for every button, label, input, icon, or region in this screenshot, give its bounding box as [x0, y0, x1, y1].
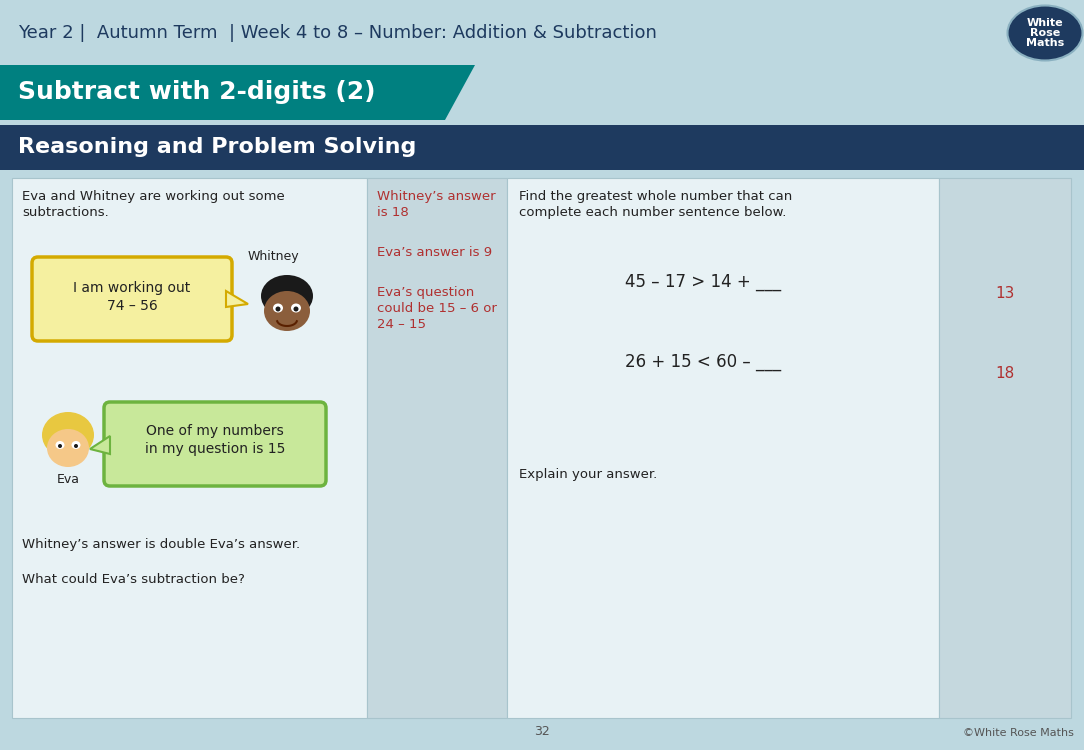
Text: White: White [1027, 18, 1063, 28]
Text: Rose: Rose [1030, 28, 1060, 38]
FancyBboxPatch shape [12, 178, 367, 718]
Text: Whitney: Whitney [248, 250, 299, 263]
Text: 26 + 15 < 60 – ___: 26 + 15 < 60 – ___ [625, 353, 782, 371]
Text: is 18: is 18 [377, 206, 409, 219]
Text: Subtract with 2-digits (2): Subtract with 2-digits (2) [18, 80, 375, 104]
Text: What could Eva’s subtraction be?: What could Eva’s subtraction be? [22, 573, 245, 586]
Text: Year 2 |  Autumn Term  | Week 4 to 8 – Number: Addition & Subtraction: Year 2 | Autumn Term | Week 4 to 8 – Num… [18, 24, 657, 42]
Ellipse shape [55, 441, 65, 449]
FancyBboxPatch shape [939, 178, 1071, 718]
Text: Whitney’s answer: Whitney’s answer [377, 190, 495, 203]
Ellipse shape [59, 444, 62, 448]
Text: Eva’s question: Eva’s question [377, 286, 475, 299]
Text: 13: 13 [995, 286, 1015, 301]
Text: could be 15 – 6 or: could be 15 – 6 or [377, 302, 496, 315]
Text: 32: 32 [534, 725, 550, 738]
Text: I am working out: I am working out [74, 281, 191, 295]
Text: ©White Rose Maths: ©White Rose Maths [963, 728, 1074, 738]
Text: Find the greatest whole number that can: Find the greatest whole number that can [519, 190, 792, 203]
Text: 18: 18 [995, 366, 1015, 381]
Text: Eva’s answer is 9: Eva’s answer is 9 [377, 246, 492, 259]
FancyBboxPatch shape [367, 178, 507, 718]
Text: 24 – 15: 24 – 15 [377, 318, 426, 331]
FancyBboxPatch shape [507, 178, 939, 718]
Ellipse shape [264, 291, 310, 331]
FancyBboxPatch shape [0, 0, 1084, 65]
Text: in my question is 15: in my question is 15 [145, 442, 285, 456]
Polygon shape [225, 291, 248, 307]
Text: Reasoning and Problem Solving: Reasoning and Problem Solving [18, 137, 416, 157]
Ellipse shape [275, 307, 281, 311]
Ellipse shape [42, 412, 94, 458]
Ellipse shape [1007, 5, 1083, 61]
Ellipse shape [273, 304, 283, 313]
Text: Eva: Eva [56, 473, 79, 486]
FancyBboxPatch shape [33, 257, 232, 341]
Text: Maths: Maths [1025, 38, 1064, 48]
Text: One of my numbers: One of my numbers [146, 424, 284, 438]
Polygon shape [90, 436, 109, 454]
Text: Eva and Whitney are working out some: Eva and Whitney are working out some [22, 190, 285, 203]
Polygon shape [0, 65, 475, 120]
Ellipse shape [74, 444, 78, 448]
Ellipse shape [291, 304, 301, 313]
Text: complete each number sentence below.: complete each number sentence below. [519, 206, 786, 219]
Ellipse shape [294, 307, 298, 311]
Ellipse shape [47, 429, 89, 467]
Text: 45 – 17 > 14 + ___: 45 – 17 > 14 + ___ [625, 273, 782, 291]
FancyBboxPatch shape [104, 402, 326, 486]
FancyBboxPatch shape [0, 125, 1084, 170]
Ellipse shape [261, 275, 313, 317]
Text: Explain your answer.: Explain your answer. [519, 468, 657, 481]
Ellipse shape [72, 441, 80, 449]
Text: Whitney’s answer is double Eva’s answer.: Whitney’s answer is double Eva’s answer. [22, 538, 300, 551]
Text: 74 – 56: 74 – 56 [106, 299, 157, 313]
Text: subtractions.: subtractions. [22, 206, 108, 219]
